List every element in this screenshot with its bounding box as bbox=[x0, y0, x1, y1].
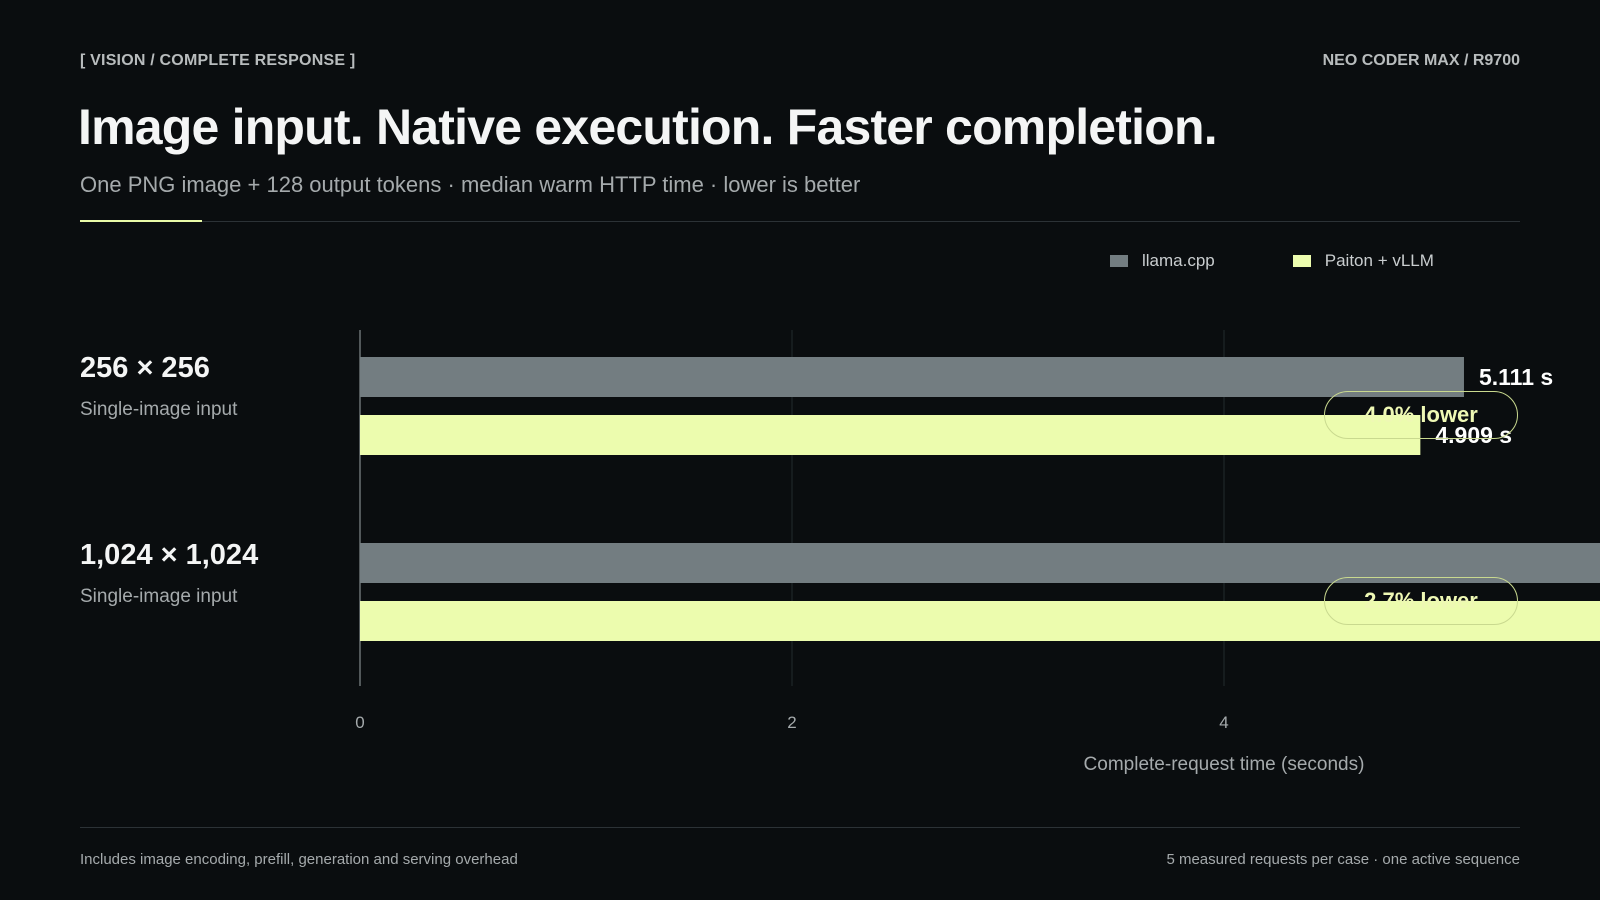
bar-llama bbox=[360, 357, 1464, 397]
group-label-256: 256 × 256 Single-image input bbox=[80, 352, 237, 421]
device-label: NEO CODER MAX / R9700 bbox=[1322, 52, 1520, 69]
bar-paiton bbox=[360, 601, 1600, 641]
header-accent-bar bbox=[80, 220, 202, 222]
bar-chart: 02468Complete-request time (seconds)5.11… bbox=[355, 330, 1600, 775]
legend-label-paiton: Paiton + vLLM bbox=[1324, 251, 1434, 270]
group-desc-1024: Single-image input bbox=[80, 586, 238, 607]
x-axis-title: Complete-request time (seconds) bbox=[1084, 754, 1365, 775]
page-subtitle: One PNG image + 128 output tokens · medi… bbox=[80, 172, 861, 197]
x-tick-label: 0 bbox=[355, 713, 364, 732]
legend-label-llama: llama.cpp bbox=[1142, 251, 1215, 270]
group-desc-256: Single-image input bbox=[80, 399, 238, 420]
bar-value-label: 5.111 s bbox=[1479, 364, 1553, 390]
chart-legend: llama.cpp Paiton + vLLM bbox=[1110, 251, 1434, 271]
group-label-1024: 1,024 × 1,024 Single-image input bbox=[80, 539, 258, 608]
footer-note-left: Includes image encoding, prefill, genera… bbox=[80, 851, 518, 868]
delta-badge-1024: 2.7% lower bbox=[1324, 577, 1518, 625]
legend-item-llama: llama.cpp bbox=[1110, 251, 1215, 271]
page-title: Image input. Native execution. Faster co… bbox=[78, 99, 1218, 155]
group-size-256: 256 × 256 bbox=[80, 352, 210, 384]
legend-swatch-paiton bbox=[1292, 255, 1311, 267]
legend-item-paiton: Paiton + vLLM bbox=[1292, 251, 1434, 271]
bar-paiton bbox=[360, 415, 1421, 455]
footer-note-right: 5 measured requests per case · one activ… bbox=[1166, 851, 1520, 868]
footer-divider bbox=[80, 827, 1520, 828]
header-divider bbox=[80, 221, 1520, 222]
x-tick-label: 4 bbox=[1219, 713, 1228, 732]
bar-llama bbox=[360, 543, 1600, 583]
group-size-1024: 1,024 × 1,024 bbox=[80, 539, 259, 571]
eyebrow-label: [ VISION / COMPLETE RESPONSE ] bbox=[80, 52, 356, 69]
legend-swatch-llama bbox=[1110, 255, 1128, 267]
delta-badge-256: 4.0% lower bbox=[1324, 391, 1518, 439]
x-tick-label: 2 bbox=[787, 713, 796, 732]
